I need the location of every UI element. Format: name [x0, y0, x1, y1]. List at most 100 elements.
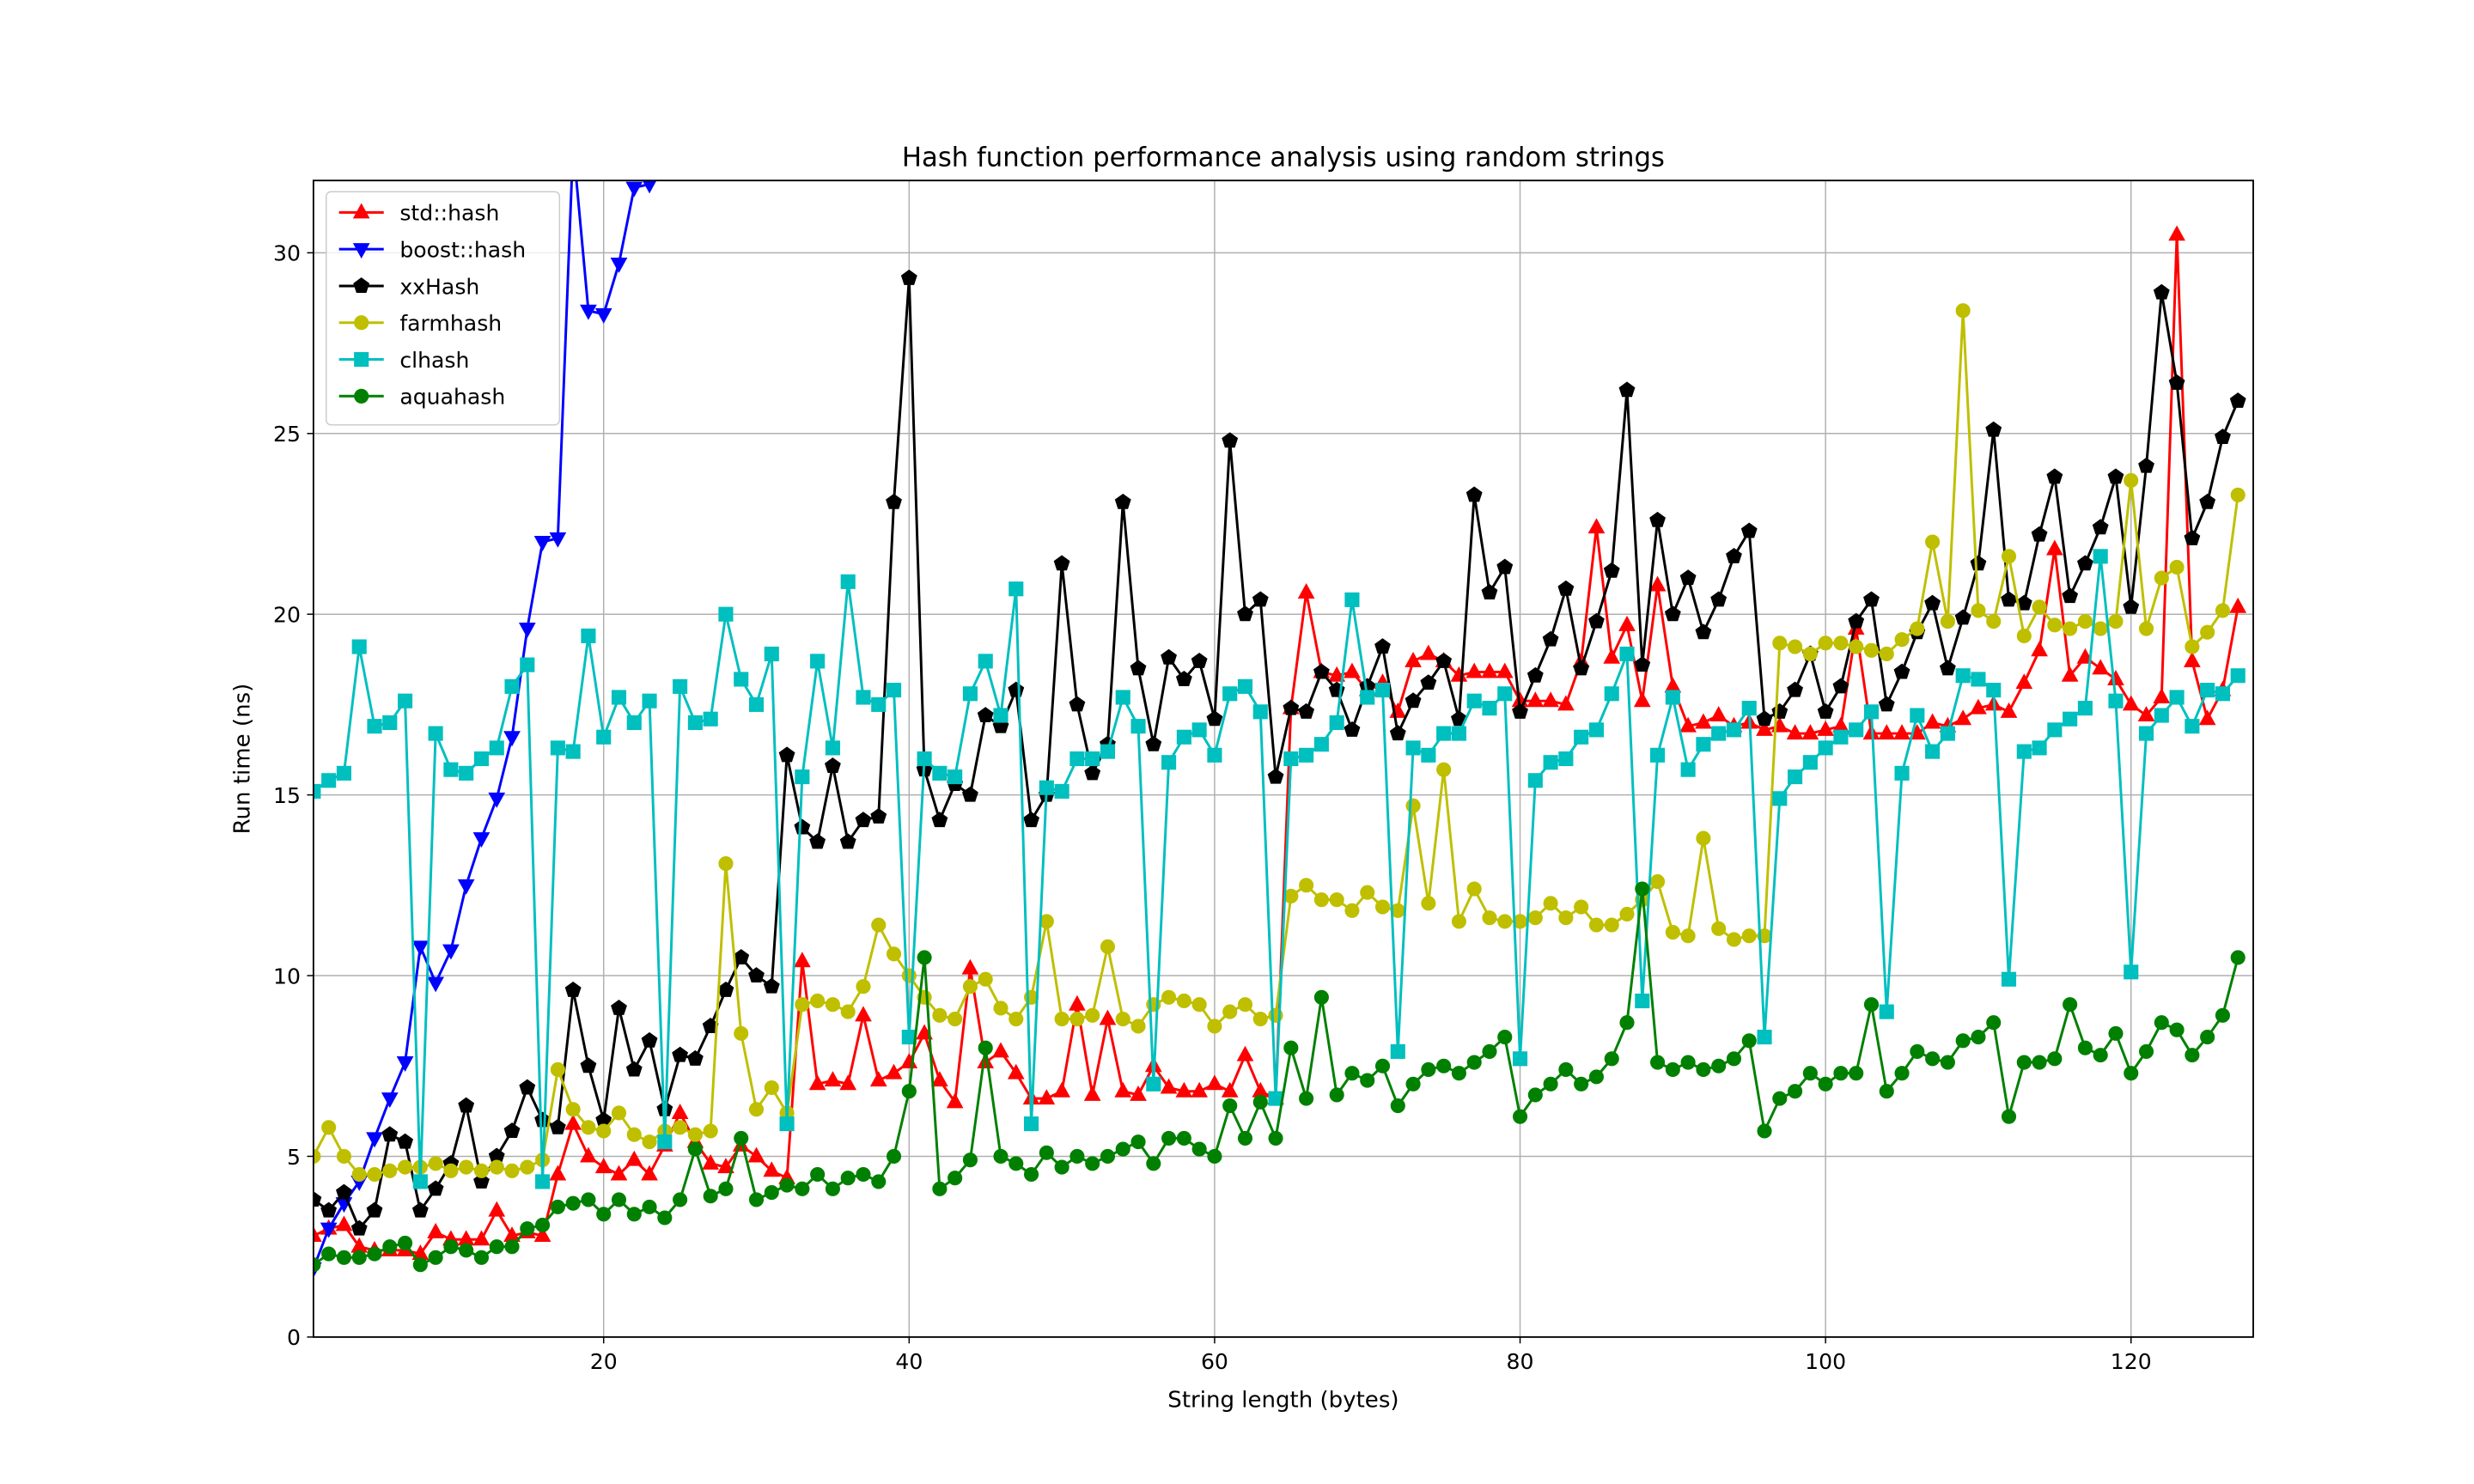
marker	[1421, 747, 1436, 763]
marker	[2124, 1066, 2139, 1081]
marker	[1650, 747, 1666, 763]
marker	[518, 623, 536, 638]
marker	[642, 180, 657, 194]
marker	[1726, 547, 1742, 563]
marker	[2001, 549, 2017, 564]
marker	[459, 765, 474, 781]
marker	[580, 1057, 597, 1073]
marker	[1313, 892, 1329, 908]
marker	[1879, 1004, 1894, 1019]
marker	[1833, 1066, 1849, 1081]
marker	[2047, 617, 2063, 633]
marker	[1374, 683, 1391, 698]
marker	[535, 1174, 551, 1189]
marker	[1481, 584, 1498, 599]
marker	[2138, 726, 2154, 741]
marker	[2108, 614, 2124, 629]
marker	[1863, 591, 1880, 607]
marker	[1588, 612, 1605, 629]
marker	[1512, 1051, 1528, 1067]
marker	[550, 1061, 565, 1078]
marker	[748, 696, 765, 712]
marker	[1833, 729, 1849, 745]
marker	[1788, 639, 1803, 654]
marker	[1680, 1055, 1696, 1070]
marker	[1299, 747, 1314, 763]
y-tick-label: 25	[273, 422, 301, 447]
marker	[335, 1215, 353, 1232]
marker	[564, 981, 582, 997]
marker	[1848, 612, 1865, 629]
marker	[1910, 708, 1925, 723]
marker	[411, 940, 430, 957]
marker	[1635, 993, 1650, 1009]
marker	[428, 1250, 443, 1265]
marker	[1084, 764, 1101, 781]
marker	[1053, 1081, 1070, 1098]
marker	[520, 1221, 535, 1237]
marker	[1709, 706, 1728, 722]
marker	[808, 1074, 826, 1091]
marker	[1421, 896, 1436, 911]
x-axis-label: String length (bytes)	[1167, 1388, 1398, 1414]
marker	[1389, 725, 1406, 741]
marker	[533, 1226, 551, 1243]
marker	[1527, 1087, 1543, 1103]
marker	[1222, 686, 1238, 702]
marker	[795, 1181, 810, 1196]
marker	[1802, 1066, 1818, 1081]
marker	[1741, 701, 1757, 716]
marker	[764, 1184, 779, 1201]
marker	[1772, 636, 1788, 651]
marker	[1496, 558, 1514, 575]
marker	[641, 1165, 658, 1181]
x-tick-label: 80	[1507, 1349, 1534, 1374]
marker	[1971, 672, 1986, 687]
marker	[1711, 726, 1727, 741]
marker	[351, 1250, 367, 1265]
marker	[869, 1071, 887, 1087]
marker	[1849, 1066, 1864, 1081]
marker	[779, 1116, 795, 1132]
marker	[1726, 722, 1742, 738]
axes-frame	[312, 179, 2254, 1338]
marker	[2169, 559, 2185, 575]
marker	[550, 1199, 565, 1214]
marker	[948, 769, 963, 785]
marker	[488, 792, 506, 808]
marker	[1161, 1130, 1177, 1146]
marker	[1237, 1130, 1253, 1146]
plot-area	[313, 180, 2247, 1278]
marker	[581, 628, 596, 644]
marker	[1038, 1089, 1056, 1105]
marker	[1574, 899, 1589, 915]
marker	[1054, 783, 1069, 799]
marker	[1145, 735, 1162, 751]
legend-marker	[352, 243, 370, 259]
marker	[779, 1177, 795, 1193]
marker	[1283, 1040, 1299, 1055]
marker	[1879, 1084, 1894, 1099]
marker	[1527, 910, 1543, 926]
legend-label: farmhash	[399, 311, 502, 336]
marker	[1573, 660, 1590, 676]
marker	[1863, 642, 1880, 658]
marker	[703, 1123, 718, 1139]
marker	[489, 1239, 504, 1255]
marker	[1664, 605, 1681, 622]
marker	[1085, 1007, 1100, 1023]
marker	[1543, 896, 1558, 911]
marker	[1710, 591, 1728, 607]
legend-marker	[354, 388, 369, 404]
marker	[2215, 1007, 2230, 1023]
marker	[1482, 701, 1497, 716]
marker	[472, 1230, 491, 1246]
marker	[412, 1257, 428, 1273]
marker	[763, 1161, 781, 1177]
marker	[1970, 698, 1987, 715]
marker	[1482, 1043, 1497, 1059]
marker	[1114, 1081, 1132, 1098]
marker	[1114, 493, 1131, 509]
marker	[2198, 709, 2216, 726]
marker	[673, 1192, 688, 1207]
